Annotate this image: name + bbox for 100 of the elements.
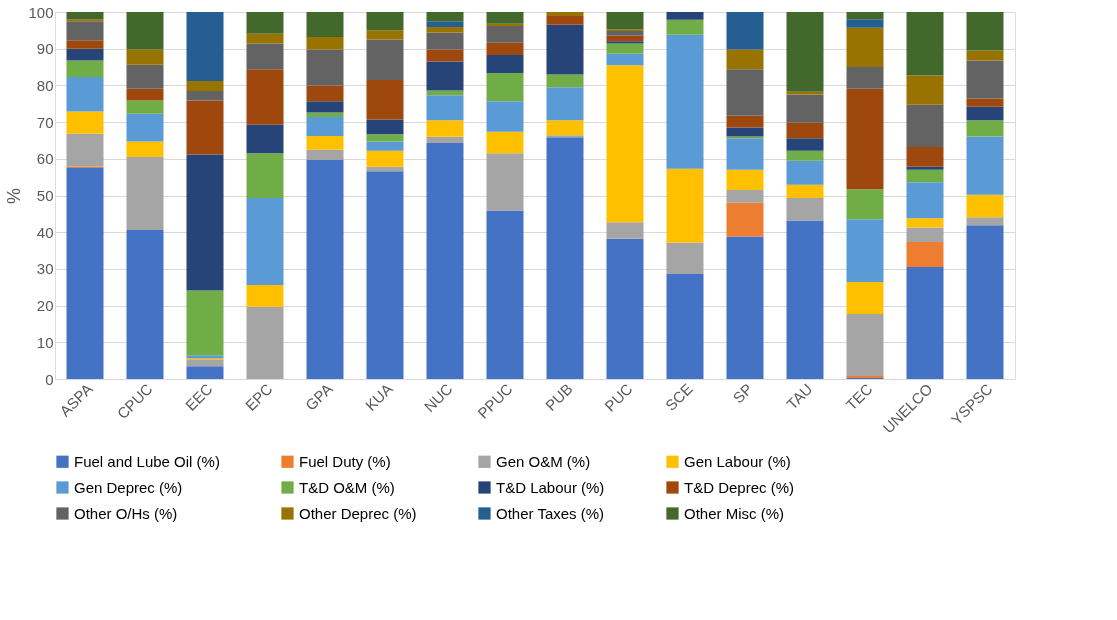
bar	[306, 49, 344, 86]
bar	[786, 91, 824, 95]
bar	[906, 75, 944, 105]
bar	[246, 43, 284, 70]
bar	[66, 133, 104, 167]
bar	[66, 40, 104, 49]
bar	[306, 36, 344, 50]
bar	[786, 184, 824, 199]
bar	[966, 120, 1004, 137]
bar	[726, 49, 764, 70]
legend-label: Other Deprec (%)	[299, 504, 417, 522]
bar	[846, 314, 884, 377]
bar	[246, 306, 284, 379]
bar	[906, 242, 944, 268]
bar	[366, 119, 404, 135]
bar	[966, 225, 1004, 379]
bar	[126, 64, 164, 89]
bar	[726, 169, 764, 190]
bar	[546, 12, 584, 17]
legend-label: Other Taxes (%)	[496, 504, 605, 522]
bar	[666, 34, 704, 169]
bar	[846, 12, 884, 20]
y-tick-label: 0	[45, 370, 54, 388]
bar	[606, 238, 644, 379]
bar	[246, 198, 284, 286]
bar	[426, 61, 464, 91]
x-tick-label: TEC	[842, 379, 876, 414]
bar	[246, 12, 284, 34]
bar	[666, 12, 704, 20]
bar	[846, 219, 884, 283]
bar	[726, 190, 764, 203]
bar	[366, 166, 404, 172]
bar	[966, 136, 1004, 195]
y-tick-label: 80	[36, 76, 54, 94]
bar	[366, 12, 404, 31]
bar	[726, 202, 764, 237]
bar	[966, 12, 1004, 51]
legend-label: Fuel Duty (%)	[299, 452, 391, 470]
bar	[546, 24, 584, 75]
bar	[786, 160, 824, 185]
bar	[306, 149, 344, 160]
bar	[426, 120, 464, 137]
bar	[486, 131, 524, 154]
bar	[546, 74, 584, 88]
bar	[966, 98, 1004, 107]
bar	[426, 136, 464, 144]
bar	[246, 124, 284, 154]
bar	[426, 143, 464, 379]
legend-label: Other Misc (%)	[684, 504, 785, 522]
bar	[726, 236, 764, 379]
bar	[546, 16, 584, 25]
x-tick-label: SP	[729, 380, 756, 407]
legend-label: Gen O&M (%)	[496, 452, 591, 470]
y-tick-label: 30	[36, 260, 54, 278]
bar	[846, 88, 884, 190]
bar	[966, 194, 1004, 218]
bar	[126, 88, 164, 101]
bar	[486, 23, 524, 26]
bar	[666, 242, 704, 275]
bar	[306, 101, 344, 113]
bar	[666, 19, 704, 35]
bar	[66, 48, 104, 61]
legend-label: T&D Labour (%)	[496, 478, 605, 496]
bar	[846, 19, 884, 28]
bar	[846, 67, 884, 89]
bar	[846, 282, 884, 315]
bar	[546, 120, 584, 136]
y-tick-label: 100	[28, 3, 54, 21]
bar	[366, 150, 404, 167]
bar	[786, 122, 824, 139]
bar	[66, 21, 104, 41]
bar	[306, 112, 344, 117]
bar	[726, 115, 764, 128]
bar	[126, 49, 164, 65]
bar	[186, 366, 224, 379]
legend-label: Gen Labour (%)	[684, 452, 791, 470]
bar	[186, 359, 224, 367]
legend-label: Other O/Hs (%)	[74, 504, 178, 522]
bar	[366, 171, 404, 379]
bar	[366, 141, 404, 151]
bar	[366, 79, 404, 120]
bar	[666, 274, 704, 379]
bar	[486, 54, 524, 73]
bar	[786, 94, 824, 123]
y-tick-label: 70	[36, 113, 54, 131]
bar	[66, 76, 104, 112]
bar	[126, 230, 164, 379]
bar	[426, 12, 464, 22]
bar	[726, 138, 764, 170]
bar	[306, 116, 344, 137]
y-tick-label: 10	[36, 333, 54, 351]
bar	[606, 12, 644, 30]
bar	[246, 69, 284, 125]
y-axis-title: %	[4, 187, 25, 205]
bar	[726, 69, 764, 116]
bar	[486, 25, 524, 43]
bar	[66, 111, 104, 134]
bar	[606, 31, 644, 36]
bar	[186, 100, 224, 155]
bar	[906, 169, 944, 183]
